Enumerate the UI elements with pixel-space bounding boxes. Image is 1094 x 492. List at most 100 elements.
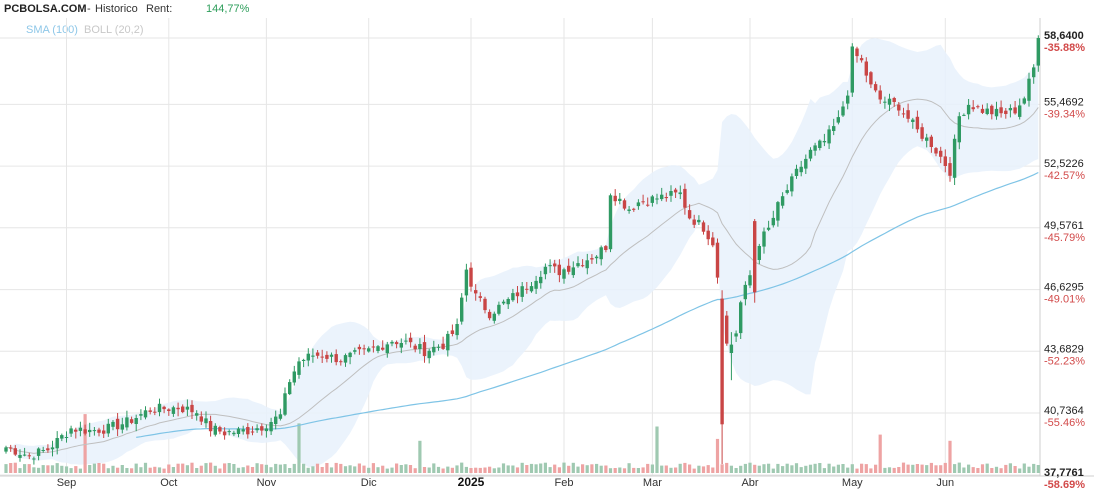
- site-name: PCBOLSA.COM: [4, 3, 87, 15]
- candle-body: [599, 247, 603, 260]
- volume-bar: [1004, 464, 1008, 473]
- volume-bar: [418, 440, 422, 473]
- volume-bar: [422, 467, 427, 473]
- volume-bar: [460, 462, 464, 473]
- candle-body: [934, 148, 938, 154]
- candle-body: [450, 330, 455, 334]
- candle-body: [460, 297, 464, 322]
- volume-bar: [715, 438, 720, 473]
- candle-body: [762, 231, 766, 247]
- volume-bar: [436, 466, 441, 473]
- candle-body: [785, 190, 789, 193]
- volume-bar: [92, 463, 96, 473]
- mode-label: Historico: [95, 3, 138, 15]
- candle-body: [436, 346, 441, 348]
- volume-bar: [776, 463, 780, 473]
- volume-bar: [399, 465, 403, 473]
- candle-body: [929, 136, 933, 147]
- candle-body: [1018, 105, 1022, 117]
- volume-bar: [441, 468, 445, 473]
- candle-body: [632, 208, 636, 210]
- volume-bar: [515, 467, 520, 473]
- volume-bar: [985, 463, 989, 473]
- candle-body: [948, 163, 952, 176]
- volume-bar: [980, 464, 985, 473]
- y-tick-label: 43,6829: [1044, 343, 1084, 355]
- volume-bar: [50, 465, 55, 473]
- candle-body: [357, 346, 362, 350]
- candle-body: [808, 149, 813, 159]
- sma-100-line: [136, 171, 1039, 438]
- candle-body: [608, 195, 613, 250]
- volume-bar: [827, 463, 831, 473]
- candle-body: [976, 106, 980, 108]
- rent-label: Rent:: [146, 3, 172, 15]
- candle-body: [102, 430, 106, 434]
- volume-bar: [915, 464, 919, 473]
- volume-bar: [315, 463, 320, 473]
- volume-bar: [106, 468, 110, 473]
- candles: [4, 35, 1040, 465]
- candle-body: [455, 324, 459, 336]
- candle-body: [185, 406, 190, 410]
- volume-bar: [734, 468, 738, 473]
- candle-body: [418, 344, 422, 350]
- candle-body: [218, 427, 222, 432]
- volume-bar: [260, 464, 264, 473]
- volume-bar: [729, 465, 733, 473]
- candle-body: [362, 348, 366, 350]
- candle-body: [780, 196, 785, 206]
- candle-body: [720, 298, 724, 425]
- candle-body: [994, 108, 999, 117]
- candle-body: [511, 293, 515, 301]
- volume-bar: [41, 465, 45, 473]
- volume-bar: [627, 463, 631, 473]
- candle-body: [329, 354, 334, 357]
- volume-bar: [376, 467, 380, 473]
- volume-bar: [474, 467, 478, 473]
- volume-bar: [869, 468, 873, 473]
- volume-bar: [901, 462, 906, 473]
- candle-body: [757, 246, 761, 260]
- volume-bar: [204, 463, 208, 473]
- candle-body: [604, 246, 608, 250]
- volume-bar: [199, 465, 203, 473]
- candle-body: [157, 403, 162, 413]
- candle-body: [408, 337, 413, 343]
- y-tick-label: 55,4692: [1044, 96, 1084, 108]
- candle-body: [706, 230, 710, 240]
- candle-body: [339, 361, 343, 363]
- candle-body: [50, 447, 55, 450]
- volume-bar: [27, 464, 31, 473]
- candle-body: [846, 95, 850, 104]
- candle-body: [678, 192, 682, 195]
- volume-bar: [641, 467, 645, 473]
- candle-body: [162, 406, 166, 410]
- candle-body: [985, 108, 989, 114]
- volume-bar: [529, 463, 534, 473]
- candle-body: [641, 201, 645, 203]
- candle-body: [320, 356, 324, 358]
- volume-bar: [446, 466, 450, 473]
- candle-body: [771, 217, 775, 226]
- volume-bar: [562, 462, 566, 473]
- candle-body: [181, 406, 185, 413]
- candle-body: [348, 352, 352, 358]
- candle-body: [822, 141, 827, 143]
- candle-body: [711, 237, 715, 246]
- candle-body: [911, 119, 915, 122]
- candle-body: [69, 428, 73, 434]
- volume-bar: [37, 467, 41, 473]
- volume-bar: [808, 464, 813, 473]
- candle-body: [120, 424, 124, 430]
- volume-bar: [139, 467, 143, 473]
- volume-bar: [348, 465, 352, 473]
- volume-bar: [209, 462, 213, 473]
- volume-bar: [748, 462, 752, 473]
- volume-bar: [236, 467, 241, 473]
- y-tick-label: 49,5761: [1044, 220, 1084, 232]
- candle-body: [311, 355, 315, 357]
- candle-body: [274, 416, 278, 424]
- candle-body: [232, 432, 236, 435]
- candle-body: [371, 346, 376, 348]
